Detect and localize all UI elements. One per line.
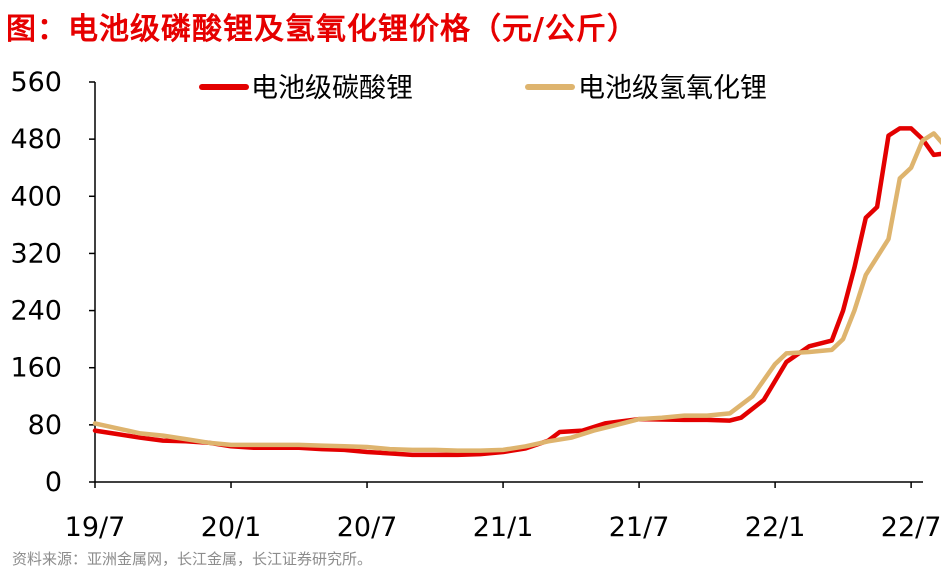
y-tick-label: 240 — [10, 296, 62, 327]
x-tick-label: 22/7 — [881, 512, 941, 543]
y-tick-label: 160 — [10, 353, 62, 384]
y-tick-label: 560 — [10, 67, 62, 98]
y-tick-label: 400 — [10, 181, 62, 212]
x-tick-label: 20/1 — [201, 512, 262, 543]
chart-legend: 电池级碳酸锂 电池级氢氧化锂 — [199, 73, 767, 104]
legend-label-lithium-hydroxide: 电池级氢氧化锂 — [578, 73, 767, 104]
series-line-lithium-hydroxide — [92, 131, 941, 453]
chart-title: 图：电池级磷酸锂及氢氧化锂价格（元/公斤） — [6, 12, 638, 47]
y-axis: 0 80 160 240 320 400 480 560 — [10, 67, 96, 498]
y-tick-label: 320 — [10, 238, 62, 269]
x-tick-label: 22/1 — [745, 512, 806, 543]
source-note: 资料来源：亚洲金属网，长江金属，长江证券研究所。 — [12, 550, 373, 568]
x-tick-label: 20/7 — [337, 512, 398, 543]
y-tick-label: 80 — [28, 410, 62, 441]
y-tick-label: 480 — [10, 124, 62, 155]
x-tick-label: 21/7 — [609, 512, 670, 543]
series-line-lithium-carbonate — [92, 126, 941, 458]
x-axis: 19/7 20/1 20/7 21/1 21/7 22/1 22/7 — [65, 481, 941, 543]
plot-area — [92, 126, 941, 458]
legend-label-lithium-carbonate: 电池级碳酸锂 — [251, 73, 413, 104]
x-tick-label: 21/1 — [473, 512, 534, 543]
y-tick-label: 0 — [45, 467, 62, 498]
x-tick-label: 19/7 — [65, 512, 126, 543]
